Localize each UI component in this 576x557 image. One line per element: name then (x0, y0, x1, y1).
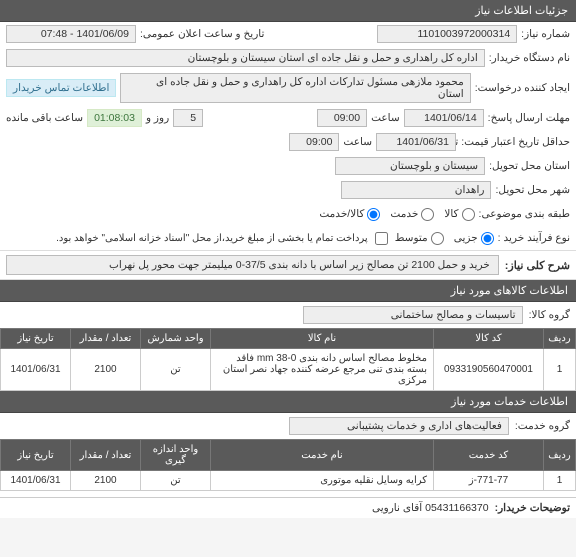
reply-time-value: 09:00 (317, 109, 367, 127)
buyer-org-value: اداره کل راهداری و حمل و نقل جاده ای است… (6, 49, 485, 67)
row-need-no: شماره نیاز: 1101003972000314 تاریخ و ساع… (0, 22, 576, 46)
goods-th-code: کد کالا (434, 329, 544, 349)
row-province: استان محل تحویل: سیستان و بلوچستان (0, 154, 576, 178)
reply-date-value: 1401/06/14 (404, 109, 484, 127)
row-buyer-org: نام دستگاه خریدار: اداره کل راهداری و حم… (0, 46, 576, 70)
cell-unit: تن (141, 349, 211, 391)
proc-type-label: نوع فرآیند خرید : (498, 232, 570, 244)
time-label-1: ساعت (371, 112, 400, 124)
requester-label: ایجاد کننده درخواست: (475, 82, 570, 94)
row-city: شهر محل تحویل: راهدان (0, 178, 576, 202)
cell-unit: تن (141, 471, 211, 491)
cell-date: 1401/06/31 (1, 471, 71, 491)
svc-th-idx: ردیف (544, 440, 576, 471)
goods-th-date: تاریخ نیاز (1, 329, 71, 349)
radio-service-label: خدمت (390, 208, 418, 220)
row-proc-type: نوع فرآیند خرید : جزیی متوسط پرداخت تمام… (0, 226, 576, 250)
buyer-contact-link[interactable]: اطلاعات تماس خریدار (6, 79, 116, 97)
goods-group-value: تاسیسات و مصالح ساختمانی (303, 306, 523, 324)
radio-goods-label: کالا (444, 208, 458, 220)
cell-idx: 1 (544, 349, 576, 391)
goods-th-unit: واحد شمارش (141, 329, 211, 349)
row-buyer-notes: توضیحات خریدار: 05431166370 آقای نارویی (0, 497, 576, 518)
remain-label: ساعت باقی مانده (6, 112, 83, 124)
cell-code: 771-77-ز (434, 471, 544, 491)
row-services-group: گروه خدمت: فعالیت‌های اداری و خدمات پشتی… (0, 413, 576, 439)
announce-value: 1401/06/09 - 07:48 (6, 25, 136, 43)
goods-table: ردیف کد کالا نام کالا واحد شمارش تعداد /… (0, 328, 576, 391)
cell-idx: 1 (544, 471, 576, 491)
credit-label: حداقل تاریخ اعتبار قیمت: تا تاریخ: (460, 136, 570, 148)
treasury-checkbox[interactable] (375, 232, 388, 245)
svc-th-name: نام خدمت (211, 440, 434, 471)
row-subject-class: طبقه بندی موضوعی: کالا خدمت کالا/خدمت (0, 202, 576, 226)
radio-both-label: کالا/خدمت (319, 208, 364, 220)
city-label: شهر محل تحویل: (495, 184, 570, 196)
svc-th-qty: تعداد / مقدار (71, 440, 141, 471)
province-label: استان محل تحویل: (489, 160, 570, 172)
cell-qty: 2100 (71, 349, 141, 391)
pay-note: پرداخت تمام یا بخشی از مبلغ خرید،از محل … (56, 233, 368, 244)
cell-name: مخلوط مصالح اساس دانه بندی 0-38 mm فاقد … (211, 349, 434, 391)
need-no-label: شماره نیاز: (521, 28, 570, 40)
svc-th-unit: واحد اندازه گیری (141, 440, 211, 471)
subject-radio-group: کالا خدمت کالا/خدمت (319, 208, 474, 221)
table-row: 1 0933190560470001 مخلوط مصالح اساس دانه… (1, 349, 576, 391)
hours-left-value: 01:08:03 (87, 109, 142, 127)
radio-service[interactable]: خدمت (390, 208, 434, 221)
row-requester: ایجاد کننده درخواست: محمود ملازهی مسئول … (0, 70, 576, 106)
credit-time-value: 09:00 (289, 133, 339, 151)
services-group-value: فعالیت‌های اداری و خدمات پشتیبانی (289, 417, 509, 435)
cell-date: 1401/06/31 (1, 349, 71, 391)
summary-value: خرید و حمل 2100 تن مصالح زیر اساس با دان… (6, 255, 499, 275)
buyer-org-label: نام دستگاه خریدار: (489, 52, 570, 64)
goods-th-qty: تعداد / مقدار (71, 329, 141, 349)
radio-medium[interactable]: متوسط (395, 232, 444, 245)
goods-group-label: گروه کالا: (529, 309, 570, 321)
radio-partial-label: جزیی (454, 232, 478, 244)
reply-deadline-label: مهلت ارسال پاسخ: (488, 112, 570, 124)
radio-goods[interactable]: کالا (444, 208, 474, 221)
services-group-label: گروه خدمت: (515, 420, 570, 432)
goods-th-name: نام کالا (211, 329, 434, 349)
row-credit-date: حداقل تاریخ اعتبار قیمت: تا تاریخ: 1401/… (0, 130, 576, 154)
row-reply-deadline: مهلت ارسال پاسخ: 1401/06/14 ساعت 09:00 5… (0, 106, 576, 130)
row-summary: شرح کلی نیاز: خرید و حمل 2100 تن مصالح ز… (0, 250, 576, 280)
radio-both[interactable]: کالا/خدمت (319, 208, 380, 221)
cell-code: 0933190560470001 (434, 349, 544, 391)
svc-th-code: کد خدمت (434, 440, 544, 471)
proc-type-radio-group: جزیی متوسط (395, 232, 494, 245)
page-title: جزئیات اطلاعات نیاز (475, 5, 568, 17)
summary-label: شرح کلی نیاز: (505, 259, 570, 272)
radio-partial[interactable]: جزیی (454, 232, 494, 245)
buyer-notes-label: توضیحات خریدار: (495, 502, 570, 514)
services-section-header: اطلاعات خدمات مورد نیاز (0, 391, 576, 413)
need-no-value: 1101003972000314 (377, 25, 517, 43)
cell-name: کرایه وسایل نقلیه موتوری (211, 471, 434, 491)
buyer-notes-value: 05431166370 آقای نارویی (372, 502, 489, 514)
days-left-value: 5 (173, 109, 203, 127)
credit-date-value: 1401/06/31 (376, 133, 456, 151)
radio-medium-label: متوسط (395, 232, 428, 244)
page-header: جزئیات اطلاعات نیاز (0, 0, 576, 22)
services-table: ردیف کد خدمت نام خدمت واحد اندازه گیری ت… (0, 439, 576, 491)
goods-th-idx: ردیف (544, 329, 576, 349)
row-goods-group: گروه کالا: تاسیسات و مصالح ساختمانی (0, 302, 576, 328)
province-value: سیستان و بلوچستان (335, 157, 485, 175)
day-label: روز و (146, 112, 169, 124)
svc-th-date: تاریخ نیاز (1, 440, 71, 471)
cell-qty: 2100 (71, 471, 141, 491)
subject-label: طبقه بندی موضوعی: (479, 208, 570, 220)
time-label-2: ساعت (343, 136, 372, 148)
city-value: راهدان (341, 181, 491, 199)
table-row: 1 771-77-ز کرایه وسایل نقلیه موتوری تن 2… (1, 471, 576, 491)
goods-section-header: اطلاعات کالاهای مورد نیاز (0, 280, 576, 302)
requester-value: محمود ملازهی مسئول تدارکات اداره کل راهد… (120, 73, 470, 103)
announce-label: تاریخ و ساعت اعلان عمومی: (140, 28, 264, 40)
